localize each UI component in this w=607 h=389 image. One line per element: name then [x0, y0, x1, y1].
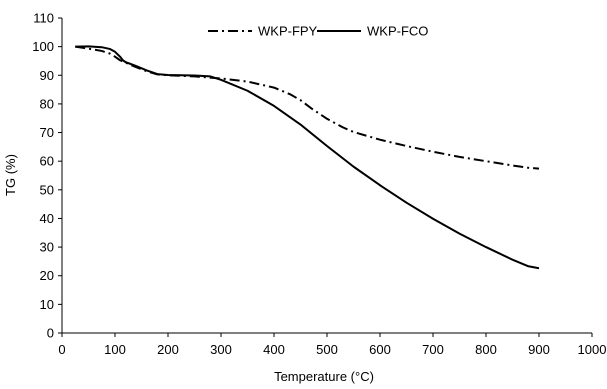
x-axis-label: Temperature (°C) [274, 369, 374, 384]
x-tick-label: 0 [58, 342, 65, 357]
x-tick-label: 800 [475, 342, 497, 357]
y-tick-label: 0 [47, 326, 54, 341]
y-axis-label: TG (%) [3, 154, 18, 196]
x-tick-label: 200 [157, 342, 179, 357]
x-tick-label: 100 [104, 342, 126, 357]
y-tick-label: 10 [40, 297, 54, 312]
legend-label-wkp-fpy: WKP-FPY [258, 24, 318, 39]
series-layer [75, 45, 540, 270]
y-tick-label: 90 [40, 68, 54, 83]
series-line-wkp-fpy [75, 45, 540, 170]
x-tick-label: 700 [422, 342, 444, 357]
x-tick-label: 1000 [578, 342, 607, 357]
x-tick-label: 500 [316, 342, 338, 357]
legend: WKP-FPY WKP-FCO [208, 24, 428, 39]
y-tick-label: 50 [40, 182, 54, 197]
x-tick-label: 600 [369, 342, 391, 357]
x-tick-label: 900 [528, 342, 550, 357]
y-tick-label: 70 [40, 125, 54, 140]
y-tick-label: 20 [40, 268, 54, 283]
x-tick-label: 400 [263, 342, 285, 357]
y-tick-label: 80 [40, 96, 54, 111]
y-tick-label: 60 [40, 154, 54, 169]
y-tick-label: 110 [33, 11, 54, 26]
y-tick-label: 40 [40, 211, 54, 226]
tick-labels: 0 10 20 30 40 50 60 70 80 90 100 110 0 100 200 300 400 50… [32, 11, 606, 358]
y-tick-label: 100 [32, 39, 54, 54]
y-tick-label: 30 [40, 240, 54, 255]
axes [58, 17, 593, 337]
x-tick-label: 300 [210, 342, 232, 357]
legend-label-wkp-fco: WKP-FCO [367, 24, 428, 39]
series-line-wkp-fco [75, 45, 540, 270]
